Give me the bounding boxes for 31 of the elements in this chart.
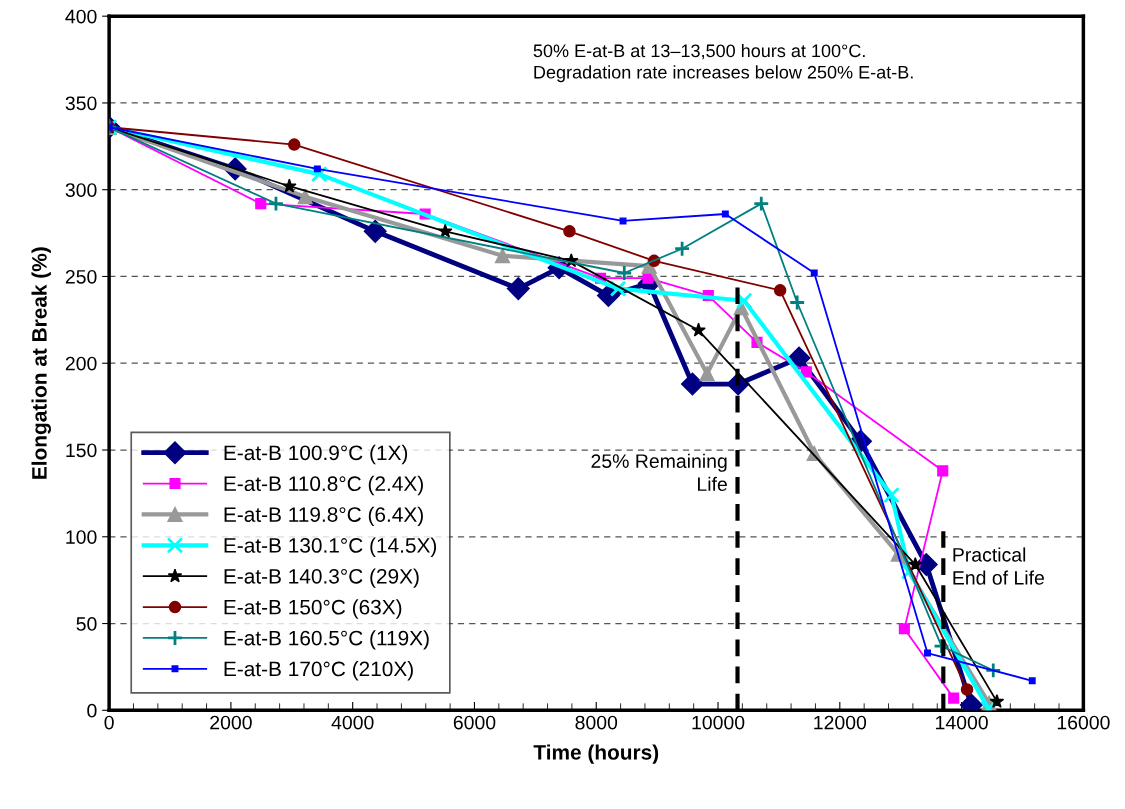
annotation: 25% Remaining Life (591, 453, 727, 492)
x-tick-label: 12000 (814, 715, 867, 730)
legend-label: E-at-B 140.3°C (29X) (224, 568, 419, 588)
y-tick-label: 250 (65, 269, 97, 284)
x-axis-title: Time (hours) (533, 744, 659, 764)
legend-label: E-at-B 150°C (63X) (224, 599, 402, 619)
y-axis-title: Elongation at Break (%) (31, 247, 51, 479)
legend-label: E-at-B 119.8°C (6.4X) (224, 506, 423, 527)
y-tick-label: 200 (65, 356, 97, 371)
legend-label: E-at-B 130.1°C (14.5X) (224, 537, 437, 557)
x-tick-label: 4000 (331, 715, 374, 730)
x-tick-label: 16000 (1057, 715, 1110, 730)
legend-label: E-at-B 160.5°C (119X) (224, 630, 429, 650)
legend-label: E-at-B 110.8°C (2.4X) (224, 475, 423, 496)
y-tick-label: 100 (66, 530, 97, 545)
y-tick-label: 0 (87, 703, 97, 718)
y-tick-label: 150 (66, 443, 97, 458)
x-tick-label: 10000 (692, 715, 745, 730)
legend-label: E-at-B 170°C (210X) (224, 661, 413, 681)
x-tick-label: 6000 (453, 715, 496, 730)
annotation: Practical End of Life (953, 547, 1044, 585)
x-tick-label: 14000 (936, 715, 988, 730)
y-tick-label: 400 (65, 9, 97, 24)
x-tick-label: 8000 (575, 715, 618, 730)
annotation: 50% E-at-B at 13–13,500 hours at 100°C. Degradation rate increases below 250% E-at-B. (533, 43, 913, 83)
x-tick-label: 0 (104, 715, 114, 730)
y-tick-label: 50 (76, 617, 97, 631)
y-tick-label: 350 (65, 96, 97, 111)
legend-label: E-at-B 100.9°C (1X) (224, 444, 408, 465)
y-tick-label: 300 (65, 183, 97, 197)
x-tick-label: 2000 (210, 715, 252, 730)
